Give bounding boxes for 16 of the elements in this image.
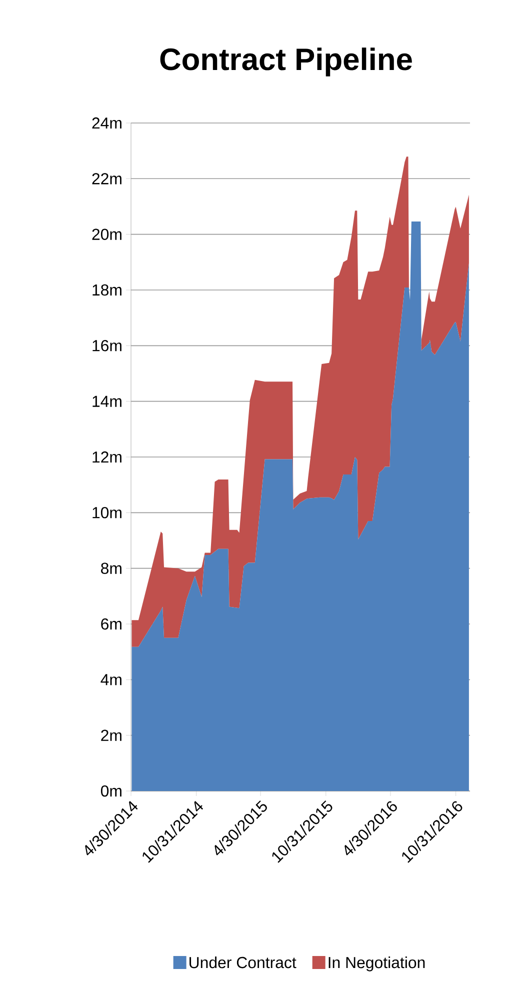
- y-tick-label: 4m: [100, 674, 122, 686]
- y-tick-label: 22m: [92, 173, 122, 184]
- y-tick-label: 20m: [92, 228, 122, 240]
- y-tick-label: 2m: [101, 730, 122, 741]
- y-tick-label: 24m: [92, 117, 122, 129]
- y-tick-label: 12m: [92, 451, 122, 463]
- y-tick-label: 6m: [101, 618, 122, 630]
- y-tick-label: 10m: [92, 507, 122, 518]
- y-tick-label: 16m: [92, 340, 122, 352]
- chart-title: Contract Pipeline: [160, 48, 412, 76]
- y-tick-label: 8m: [101, 562, 122, 574]
- y-tick-label: 0m: [100, 785, 122, 797]
- legend-label: Under Contract: [190, 956, 296, 968]
- y-tick-label: 18m: [92, 284, 122, 296]
- y-tick-label: 14m: [92, 396, 122, 407]
- legend-label: In Negotiation: [328, 956, 425, 972]
